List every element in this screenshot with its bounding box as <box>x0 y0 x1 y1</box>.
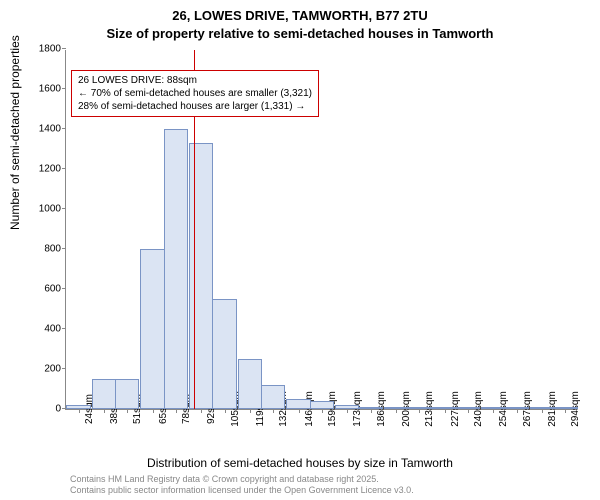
ytick-label: 200 <box>44 364 66 375</box>
ytick-label: 0 <box>55 404 66 415</box>
xtick-label: 294sqm <box>565 391 581 427</box>
xtick-mark <box>201 409 202 413</box>
xtick-label: 146sqm <box>299 391 315 427</box>
xtick-label: 186sqm <box>371 391 387 427</box>
chart-container: 26, LOWES DRIVE, TAMWORTH, B77 2TU Size … <box>0 0 600 500</box>
histogram-bar <box>140 249 164 409</box>
xtick-mark <box>419 409 420 413</box>
histogram-bar <box>384 407 408 409</box>
xtick-mark <box>445 409 446 413</box>
xtick-mark <box>225 409 226 413</box>
histogram-bar <box>310 401 334 409</box>
infobox-property-size: 26 LOWES DRIVE: 88sqm <box>78 74 312 87</box>
xtick-label: 200sqm <box>396 391 412 427</box>
ytick-mark <box>62 248 66 249</box>
ytick-mark <box>62 128 66 129</box>
histogram-bar <box>261 385 285 409</box>
histogram-bar <box>286 399 310 409</box>
xtick-mark <box>565 409 566 413</box>
xtick-label: 227sqm <box>445 391 461 427</box>
y-axis-label: Number of semi-detached properties <box>8 35 22 230</box>
xtick-mark <box>347 409 348 413</box>
ytick-mark <box>62 48 66 49</box>
histogram-bar <box>359 407 383 409</box>
plot-area: 02004006008001000120014001600180024sqm38… <box>65 50 577 410</box>
xtick-label: 213sqm <box>419 391 435 427</box>
ytick-label: 1800 <box>39 44 66 55</box>
histogram-bar <box>530 407 554 409</box>
xtick-mark <box>396 409 397 413</box>
attribution-line1: Contains HM Land Registry data © Crown c… <box>70 474 414 486</box>
xtick-mark <box>322 409 323 413</box>
reference-info-box: 26 LOWES DRIVE: 88sqm ← 70% of semi-deta… <box>71 70 319 117</box>
ytick-label: 600 <box>44 284 66 295</box>
xtick-mark <box>517 409 518 413</box>
histogram-bar <box>212 299 236 409</box>
ytick-mark <box>62 328 66 329</box>
histogram-bar <box>92 379 116 409</box>
infobox-larger-pct: 28% of semi-detached houses are larger (… <box>78 100 312 113</box>
xtick-label: 254sqm <box>493 391 509 427</box>
attribution-text: Contains HM Land Registry data © Crown c… <box>70 474 414 497</box>
histogram-bar <box>189 143 213 409</box>
xtick-mark <box>468 409 469 413</box>
chart-title-line1: 26, LOWES DRIVE, TAMWORTH, B77 2TU <box>0 8 600 23</box>
xtick-mark <box>542 409 543 413</box>
ytick-label: 1600 <box>39 84 66 95</box>
histogram-bar <box>115 379 139 409</box>
histogram-bar <box>481 407 505 409</box>
xtick-label: 267sqm <box>517 391 533 427</box>
xtick-label: 240sqm <box>468 391 484 427</box>
xtick-mark <box>493 409 494 413</box>
xtick-mark <box>299 409 300 413</box>
ytick-mark <box>62 368 66 369</box>
histogram-bar <box>238 359 262 409</box>
ytick-label: 1200 <box>39 164 66 175</box>
x-axis-label: Distribution of semi-detached houses by … <box>0 456 600 470</box>
xtick-label: 173sqm <box>347 391 363 427</box>
ytick-mark <box>62 208 66 209</box>
histogram-bar <box>335 405 359 409</box>
histogram-bar <box>432 407 456 409</box>
xtick-mark <box>273 409 274 413</box>
xtick-mark <box>104 409 105 413</box>
ytick-label: 800 <box>44 244 66 255</box>
histogram-bar <box>505 407 529 409</box>
histogram-bar <box>164 129 188 409</box>
infobox-smaller-pct: ← 70% of semi-detached houses are smalle… <box>78 87 312 100</box>
xtick-mark <box>127 409 128 413</box>
attribution-line2: Contains public sector information licen… <box>70 485 414 497</box>
xtick-label: 159sqm <box>322 391 338 427</box>
histogram-bar <box>456 407 480 409</box>
xtick-mark <box>250 409 251 413</box>
histogram-bar <box>407 407 431 409</box>
histogram-bar <box>66 405 90 409</box>
ytick-label: 400 <box>44 324 66 335</box>
ytick-mark <box>62 408 66 409</box>
ytick-label: 1400 <box>39 124 66 135</box>
chart-title-line2: Size of property relative to semi-detach… <box>0 26 600 41</box>
histogram-bar <box>553 407 577 409</box>
xtick-mark <box>79 409 80 413</box>
xtick-mark <box>371 409 372 413</box>
xtick-mark <box>176 409 177 413</box>
ytick-label: 1000 <box>39 204 66 215</box>
ytick-mark <box>62 168 66 169</box>
ytick-mark <box>62 288 66 289</box>
ytick-mark <box>62 88 66 89</box>
xtick-label: 281sqm <box>542 391 558 427</box>
xtick-mark <box>153 409 154 413</box>
